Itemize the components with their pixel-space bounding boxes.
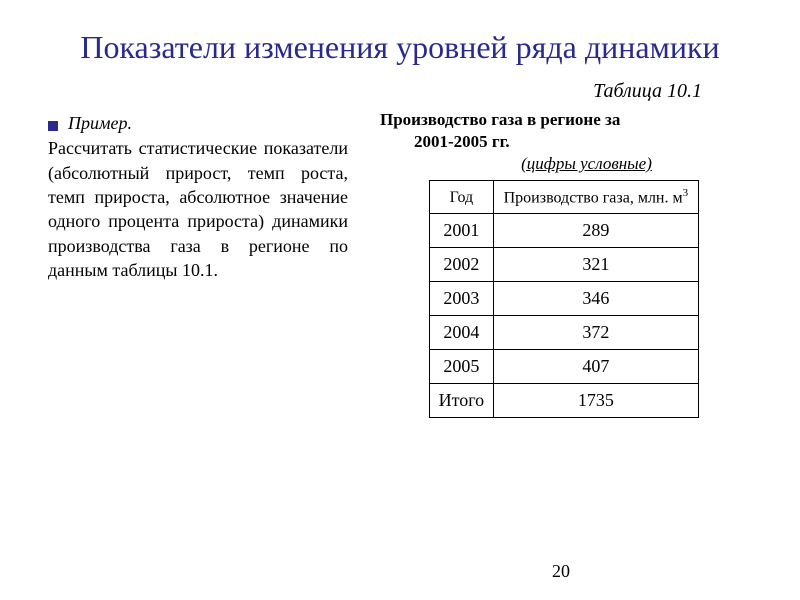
- col-value: Производство газа, млн. м3: [493, 180, 698, 214]
- table-reference: Таблица 10.1: [48, 80, 752, 103]
- table-row: 2002 321: [430, 248, 699, 282]
- slide-title: Показатели изменения уровней ряда динами…: [48, 28, 752, 66]
- table-header-row: Год Производство газа, млн. м3: [430, 180, 699, 214]
- example-text: Рассчитать статистические показатели (аб…: [48, 136, 348, 282]
- page-number: 20: [552, 561, 570, 582]
- table-row: 2003 346: [430, 282, 699, 316]
- table-total-row: Итого 1735: [430, 384, 699, 418]
- data-table: Год Производство газа, млн. м3 2001 289 …: [429, 180, 699, 419]
- right-column: Производство газа в регионе за 2001-2005…: [376, 109, 752, 418]
- content-area: Пример. Рассчитать статистические показа…: [48, 109, 752, 418]
- bullet-item: Пример.: [48, 113, 348, 134]
- slide: Показатели изменения уровней ряда динами…: [0, 0, 800, 600]
- table-subtitle: (цифры условные): [376, 154, 752, 174]
- table-title: Производство газа в регионе за 2001-2005…: [376, 109, 752, 152]
- table-row: 2001 289: [430, 214, 699, 248]
- table-row: 2004 372: [430, 316, 699, 350]
- left-column: Пример. Рассчитать статистические показа…: [48, 109, 348, 418]
- table-row: 2005 407: [430, 350, 699, 384]
- col-year: Год: [430, 180, 494, 214]
- bullet-icon: [48, 121, 58, 131]
- example-label: Пример.: [68, 113, 132, 133]
